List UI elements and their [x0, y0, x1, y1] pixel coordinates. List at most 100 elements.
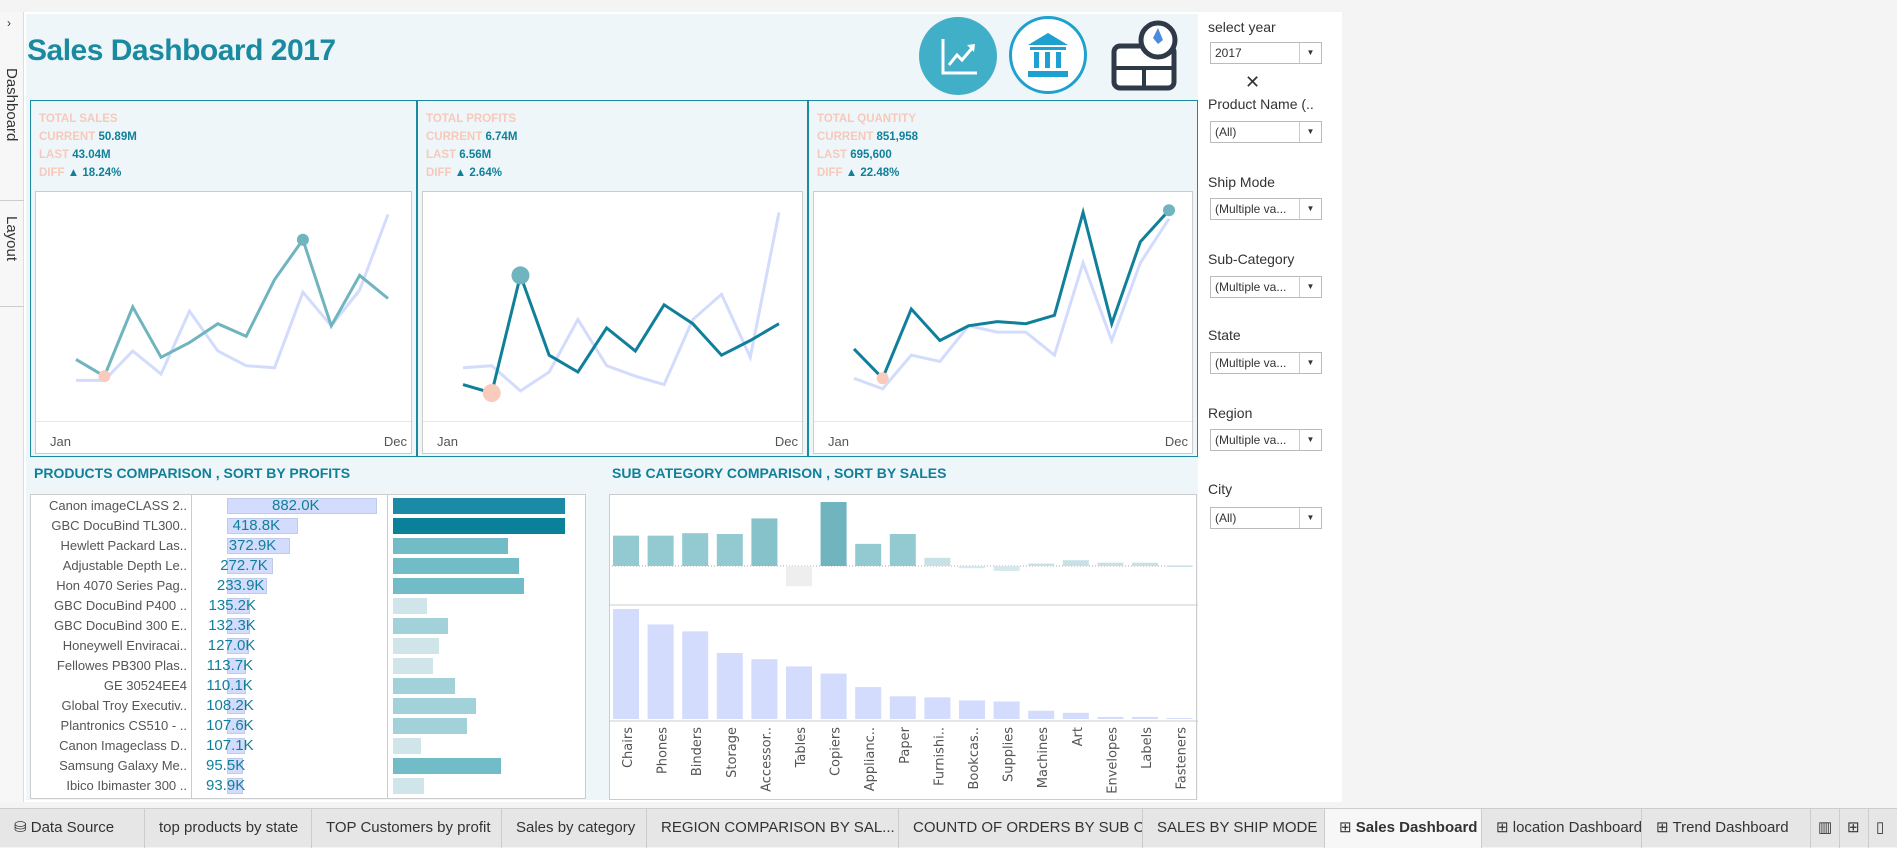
metric-bar	[393, 778, 424, 794]
kpi-current-value: 50.89M	[98, 131, 137, 143]
sheet-tab-bar: ⛁ Data Source top products by state TOP Cu…	[0, 808, 1897, 848]
kpi-last-value: 43.04M	[72, 149, 111, 161]
product-name: Ibico Ibimaster 300 ..	[66, 778, 187, 793]
last-year-line	[76, 213, 390, 382]
table-row[interactable]: GBC DocuBind TL300.. 418.8K	[31, 516, 585, 536]
category-label: Art	[1071, 727, 1086, 746]
filter-dropdown[interactable]: (Multiple va... ▼	[1210, 198, 1322, 220]
new-dashboard-icon[interactable]: ⊞	[1840, 809, 1869, 848]
category-label: Envelopes	[1105, 727, 1120, 794]
tab-label: Sales by category	[516, 819, 636, 836]
sheet-tab[interactable]: SALES BY SHIP MODE	[1143, 809, 1325, 848]
table-row[interactable]: Canon Imageclass D.. 107.1K	[31, 736, 585, 756]
filter-dropdown[interactable]: (All) ▼	[1210, 507, 1322, 529]
x-axis-end-label: Dec	[1164, 434, 1188, 449]
sheet-tab[interactable]: ⊞ Trend Dashboard	[1642, 809, 1811, 848]
sales-bar	[855, 687, 882, 719]
new-worksheet-icon[interactable]: ▥	[1811, 809, 1840, 848]
sales-bar	[1166, 717, 1193, 719]
filter-dropdown[interactable]: (Multiple va... ▼	[1210, 276, 1322, 298]
chevron-down-icon[interactable]: ▼	[1299, 353, 1321, 373]
chevron-down-icon[interactable]: ▼	[1299, 508, 1321, 528]
sheet-tab[interactable]: ⛁ Data Source	[0, 809, 145, 848]
category-label: Paper	[898, 726, 913, 763]
table-row[interactable]	[31, 796, 585, 798]
last-year-line	[462, 212, 781, 393]
table-row[interactable]: Honeywell Enviracai.. 127.0K	[31, 636, 585, 656]
min-point-marker	[98, 370, 111, 383]
kpi-diff-value: ▲ 18.24%	[67, 167, 122, 179]
filter-value: (Multiple va...	[1215, 202, 1287, 216]
product-value: 372.9K	[228, 537, 277, 554]
filter-dropdown[interactable]: (All) ▼	[1210, 121, 1322, 143]
filter-label: City	[1208, 481, 1233, 497]
category-label: Binders	[690, 727, 705, 776]
product-name: Fellowes PB300 Plas..	[56, 658, 187, 673]
table-row[interactable]: GBC DocuBind P400 .. 135.2K	[31, 596, 585, 616]
sheet-tab[interactable]: TOP Customers by profit	[312, 809, 502, 848]
chevron-right-icon[interactable]: ›	[7, 16, 11, 30]
table-row[interactable]: Fellowes PB300 Plas.. 113.7K	[31, 656, 585, 676]
profit-bar	[924, 557, 951, 566]
tab-label: Data Source	[30, 819, 115, 836]
line-chart: Jan Dec	[35, 191, 413, 454]
kpi-title: TOTAL SALES	[39, 113, 118, 125]
value-bar	[227, 658, 247, 674]
profit-bar	[716, 534, 743, 566]
filter-dropdown[interactable]: (Multiple va... ▼	[1210, 429, 1322, 451]
sheet-tab[interactable]: top products by state	[145, 809, 312, 848]
table-row[interactable]: Hon 4070 Series Pag.. 233.9K	[31, 576, 585, 596]
table-row[interactable]: Canon imageCLASS 2.. 882.0K	[31, 496, 585, 516]
metric-bar	[393, 678, 455, 694]
profit-bar	[751, 518, 778, 566]
current-year-line	[852, 206, 1171, 381]
table-row[interactable]: Global Troy Executiv.. 108.2K	[31, 696, 585, 716]
profit-bar	[959, 566, 985, 569]
chevron-down-icon[interactable]: ▼	[1299, 199, 1321, 219]
filter-dropdown[interactable]: (Multiple va... ▼	[1210, 352, 1322, 374]
filter-value: (Multiple va...	[1215, 280, 1287, 294]
chevron-down-icon[interactable]: ▼	[1299, 43, 1321, 63]
tab-layout[interactable]: Layout	[3, 216, 20, 262]
table-row[interactable]: Plantronics CS510 - .. 107.6K	[31, 716, 585, 736]
sales-bar	[786, 666, 812, 719]
new-story-icon[interactable]: ▯	[1869, 809, 1897, 848]
close-icon[interactable]: ✕	[1245, 72, 1261, 92]
sheet-tab[interactable]: ⊞ location Dashboard	[1482, 809, 1642, 848]
chevron-down-icon[interactable]: ▼	[1299, 122, 1321, 142]
product-name: Samsung Galaxy Me..	[59, 758, 187, 773]
kpi-diff-label: DIFF	[39, 167, 65, 179]
trend-chart-icon[interactable]	[919, 17, 997, 95]
bank-icon[interactable]	[1009, 16, 1087, 94]
sales-bar	[751, 659, 778, 719]
metric-bar	[393, 558, 519, 574]
category-label: Accessor..	[759, 727, 774, 792]
value-bar	[227, 618, 250, 634]
sheet-tab[interactable]: COUNTD OF ORDERS BY SUB C...	[899, 809, 1143, 848]
sheet-tab[interactable]: REGION COMPARISON BY SAL...	[647, 809, 899, 848]
sales-bar	[1132, 716, 1158, 719]
table-row[interactable]: GE 30524EE4 110.1K	[31, 676, 585, 696]
value-bar	[227, 738, 246, 754]
map-compass-icon[interactable]	[1108, 16, 1186, 94]
table-row[interactable]: Hewlett Packard Las.. 372.9K	[31, 536, 585, 556]
sheet-tab[interactable]: ⊞ Sales Dashboard	[1325, 809, 1482, 848]
chevron-down-icon[interactable]: ▼	[1299, 430, 1321, 450]
table-row[interactable]: Ibico Ibimaster 300 .. 93.9K	[31, 776, 585, 796]
page-title: Sales Dashboard 2017	[27, 34, 336, 67]
table-row[interactable]: Samsung Galaxy Me.. 95.5K	[31, 756, 585, 776]
profit-bar	[1062, 560, 1089, 566]
category-label: Tables	[794, 727, 809, 769]
table-row[interactable]: GBC DocuBind 300 E.. 132.3K	[31, 616, 585, 636]
kpi-diff: DIFF ▲ 2.64%	[426, 167, 502, 179]
kpi-diff-label: DIFF	[426, 167, 452, 179]
tab-dashboard[interactable]: Dashboard	[3, 68, 20, 142]
table-row[interactable]: Adjustable Depth Le.. 272.7K	[31, 556, 585, 576]
tab-label: Trend Dashboard	[1672, 819, 1789, 836]
product-name: Honeywell Enviracai..	[62, 638, 187, 653]
sheet-tab[interactable]: Sales by category	[502, 809, 647, 848]
filter-dropdown[interactable]: 2017 ▼	[1210, 42, 1322, 64]
sales-bar	[924, 697, 951, 719]
chevron-down-icon[interactable]: ▼	[1299, 277, 1321, 297]
metric-bar	[393, 518, 565, 534]
